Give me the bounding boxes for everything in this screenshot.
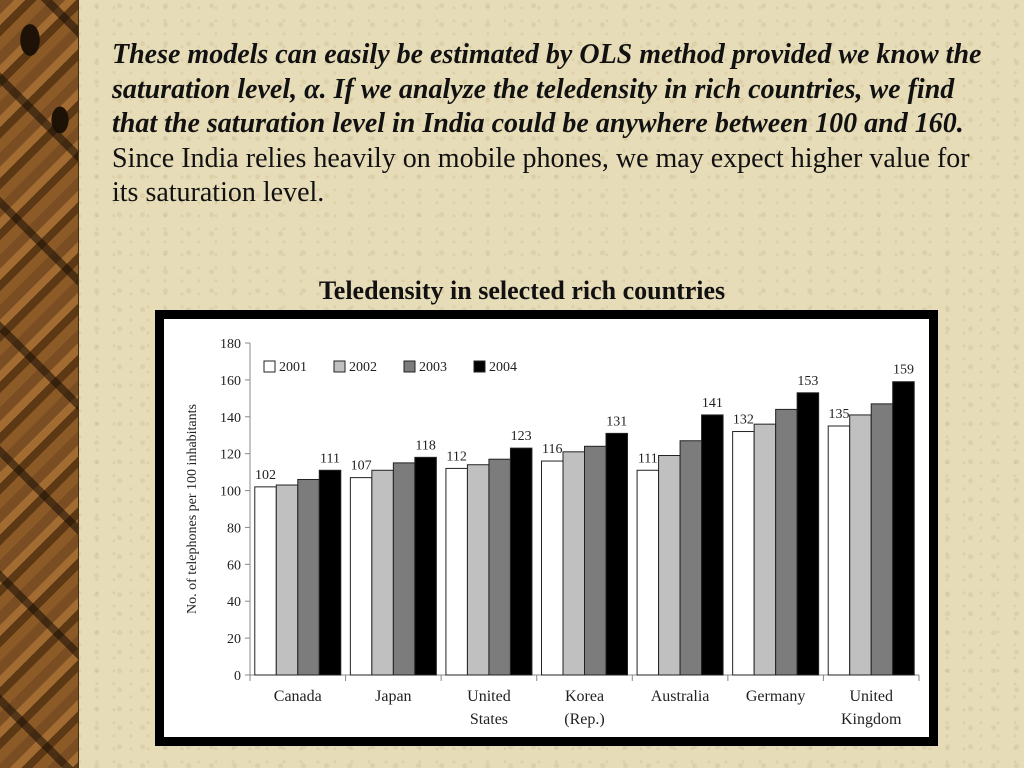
- legend-label: 2004: [489, 360, 517, 375]
- data-label: 132: [733, 413, 754, 428]
- category-label: Korea: [565, 688, 604, 705]
- bar-2004-5: [796, 392, 820, 676]
- paragraph-emphasis: These models can easily be estimated by …: [112, 39, 982, 139]
- y-axis-label: No. of telephones per 100 inhabitants: [185, 404, 200, 614]
- bar-2002-1: [371, 469, 394, 676]
- data-label: 107: [351, 459, 372, 474]
- bar-2003-1: [392, 462, 416, 676]
- y-tick-label: 0: [234, 669, 241, 684]
- category-label: Kingdom: [841, 711, 902, 728]
- category-label: Canada: [274, 688, 322, 705]
- decorative-wood-strip: [0, 0, 79, 768]
- bar-2003-4: [679, 440, 703, 676]
- bar-2003-0: [297, 478, 320, 676]
- y-tick-label: 140: [220, 411, 241, 426]
- bar-2003-6: [870, 403, 894, 676]
- chart-frame: 0 20 40 60 80 100 120 140 160 180 No. of telephone…: [155, 310, 938, 746]
- category-label: States: [470, 711, 508, 728]
- category-label: (Rep.): [564, 711, 604, 728]
- bar-2001-1: [349, 477, 373, 676]
- bar-2002-5: [753, 423, 777, 676]
- body-paragraph: These models can easily be estimated by …: [112, 38, 992, 211]
- bar-2003-5: [775, 408, 798, 676]
- legend-label: 2001: [279, 360, 307, 375]
- bar-2002-0: [275, 484, 299, 676]
- chart-title: Teledensity in selected rich countries: [318, 276, 726, 305]
- bar-2002-3: [562, 451, 585, 676]
- legend-label: 2003: [419, 360, 447, 375]
- bar-2001-5: [732, 431, 755, 676]
- y-tick-label: 180: [220, 337, 241, 352]
- data-label: 111: [320, 451, 340, 466]
- data-label: 159: [893, 363, 914, 378]
- bar-2004-6: [892, 381, 915, 676]
- bar-2002-4: [658, 455, 681, 676]
- legend-swatch-2004: [473, 360, 486, 373]
- data-label: 131: [606, 414, 627, 429]
- bar-2003-3: [584, 445, 607, 676]
- data-label: 118: [415, 438, 435, 453]
- legend-swatch-2002: [333, 360, 346, 373]
- y-tick-label: 40: [227, 595, 241, 610]
- category-label: United: [849, 688, 893, 705]
- bar-2002-6: [849, 414, 872, 676]
- category-label: Australia: [651, 688, 710, 705]
- y-tick-label: 80: [227, 521, 241, 536]
- bar-2001-0: [254, 486, 277, 676]
- y-tick-label: 120: [220, 448, 241, 463]
- category-label: United: [467, 688, 511, 705]
- bar-2001-4: [636, 469, 660, 676]
- paragraph-rest: Since India relies heavily on mobile pho…: [112, 142, 970, 209]
- data-label: 141: [702, 396, 723, 411]
- bar-2001-6: [827, 425, 851, 676]
- bar-2002-2: [466, 464, 490, 676]
- data-label: 123: [511, 429, 532, 444]
- y-tick-label: 160: [220, 374, 241, 389]
- legend-swatch-2001: [263, 360, 276, 373]
- legend-label: 2002: [349, 360, 377, 375]
- bar-chart: 0 20 40 60 80 100 120 140 160 180 No. of telephone…: [164, 319, 929, 737]
- data-label: 153: [797, 374, 818, 389]
- bar-2001-3: [541, 460, 564, 676]
- legend-swatch-2003: [403, 360, 416, 373]
- data-label: 116: [542, 442, 562, 457]
- bar-2004-3: [605, 432, 628, 676]
- data-label: 111: [638, 451, 658, 466]
- bar-2004-2: [509, 447, 533, 676]
- y-tick-label: 20: [227, 632, 241, 647]
- bar-2004-1: [414, 456, 437, 676]
- data-label: 112: [446, 449, 466, 464]
- y-tick-label: 60: [227, 558, 241, 573]
- category-label: Japan: [375, 688, 411, 705]
- category-label: Germany: [746, 688, 806, 705]
- data-label: 135: [828, 407, 849, 422]
- bar-2004-0: [318, 469, 342, 676]
- y-tick-label: 100: [220, 485, 241, 500]
- bar-2004-4: [701, 414, 724, 676]
- data-label: 102: [255, 468, 276, 483]
- bar-2001-2: [445, 467, 468, 676]
- bar-2003-2: [488, 458, 511, 676]
